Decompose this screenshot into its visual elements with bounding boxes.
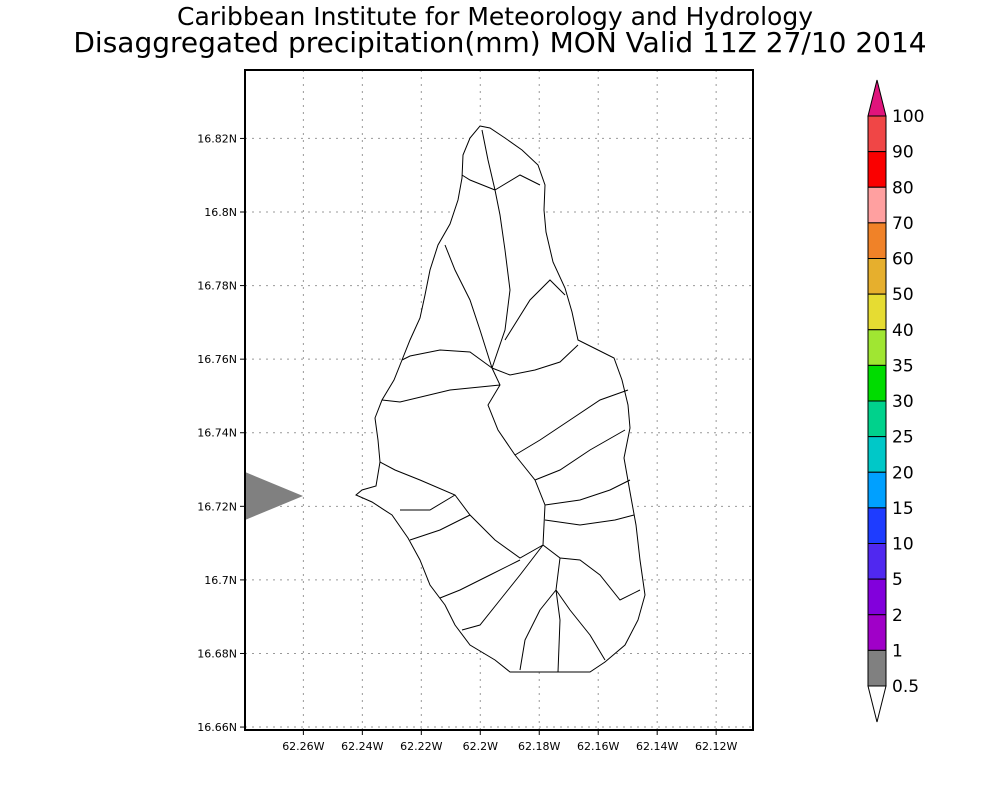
colorbar-swatch bbox=[867, 151, 887, 188]
colorbar-label: 1 bbox=[892, 641, 903, 661]
colorbar-swatch bbox=[867, 400, 887, 438]
colorbar-label: 80 bbox=[892, 178, 914, 198]
colorbar-label: 70 bbox=[892, 214, 914, 234]
colorbar-label: 30 bbox=[892, 392, 914, 412]
colorbar-swatch bbox=[867, 364, 887, 402]
colorbar-label: 15 bbox=[892, 499, 914, 519]
lon-tick-label: 62.2W bbox=[463, 740, 498, 753]
lon-tick-label: 62.16W bbox=[577, 740, 619, 753]
island-outline bbox=[355, 125, 646, 673]
lat-tick-label: 16.68N bbox=[197, 647, 237, 660]
lat-tick-label: 16.72N bbox=[197, 500, 237, 513]
colorbar-label: 60 bbox=[892, 250, 914, 270]
colorbar-label: 35 bbox=[892, 356, 914, 376]
colorbar-swatch bbox=[867, 543, 887, 580]
colorbar-label: 2 bbox=[892, 606, 903, 626]
colorbar-label: 100 bbox=[892, 107, 924, 127]
colorbar-over-arrow bbox=[867, 79, 887, 117]
chart-subtitle: Disaggregated precipitation(mm) MON Vali… bbox=[73, 26, 927, 59]
plot-frame bbox=[244, 69, 754, 731]
colorbar-label: 20 bbox=[892, 463, 914, 483]
colorbar-swatch bbox=[867, 436, 887, 473]
colorbar-swatch bbox=[867, 293, 887, 331]
colorbar-swatch bbox=[867, 258, 887, 295]
gray-triangle-marker bbox=[245, 472, 303, 520]
colorbar-label: 40 bbox=[892, 321, 914, 341]
lat-tick-label: 16.8N bbox=[204, 206, 237, 219]
lat-tick-label: 16.7N bbox=[204, 574, 237, 587]
lat-tick-label: 16.74N bbox=[197, 427, 237, 440]
lon-tick-label: 62.18W bbox=[518, 740, 560, 753]
lon-tick-label: 62.14W bbox=[636, 740, 678, 753]
colorbar-swatch bbox=[867, 507, 887, 544]
colorbar-swatch bbox=[867, 186, 887, 224]
lat-tick-label: 16.76N bbox=[197, 353, 237, 366]
island-map bbox=[355, 125, 646, 673]
longitude-axis: 62.26W 62.24W 62.22W 62.2W 62.18W 62.16W 62.14… bbox=[282, 730, 737, 753]
colorbar-swatch bbox=[867, 222, 887, 259]
colorbar-swatch bbox=[867, 578, 887, 616]
colorbar-swatch bbox=[867, 614, 887, 651]
colorbar-label: 5 bbox=[892, 570, 903, 590]
lat-tick-label: 16.82N bbox=[197, 132, 237, 145]
colorbar-swatch bbox=[867, 329, 887, 366]
lon-tick-label: 62.26W bbox=[282, 740, 324, 753]
colorbar-swatch bbox=[867, 649, 887, 687]
watershed-lines bbox=[379, 129, 641, 673]
lat-tick-label: 16.66N bbox=[197, 721, 237, 734]
colorbar-swatch bbox=[867, 115, 887, 153]
latitude-axis: 16.82N 16.8N 16.78N 16.76N 16.74N 16.72N 16.7N… bbox=[197, 132, 245, 734]
lon-tick-label: 62.12W bbox=[695, 740, 737, 753]
colorbar-label: 25 bbox=[892, 428, 914, 448]
colorbar-label: 50 bbox=[892, 285, 914, 305]
colorbar-label: 10 bbox=[892, 535, 914, 555]
chart-title: Caribbean Institute for Meteorology and … bbox=[177, 2, 813, 31]
lon-tick-label: 62.22W bbox=[400, 740, 442, 753]
colorbar-under-arrow bbox=[867, 685, 887, 723]
colorbar-label: 90 bbox=[892, 143, 914, 163]
colorbar-swatch bbox=[867, 471, 887, 509]
colorbar-legend: 100 90 80 70 60 50 40 35 30 25 20 15 10 5 2 1 0.5 bbox=[867, 79, 924, 723]
lon-tick-label: 62.24W bbox=[341, 740, 383, 753]
colorbar-label: 0.5 bbox=[892, 677, 919, 697]
lat-tick-label: 16.78N bbox=[197, 280, 237, 293]
